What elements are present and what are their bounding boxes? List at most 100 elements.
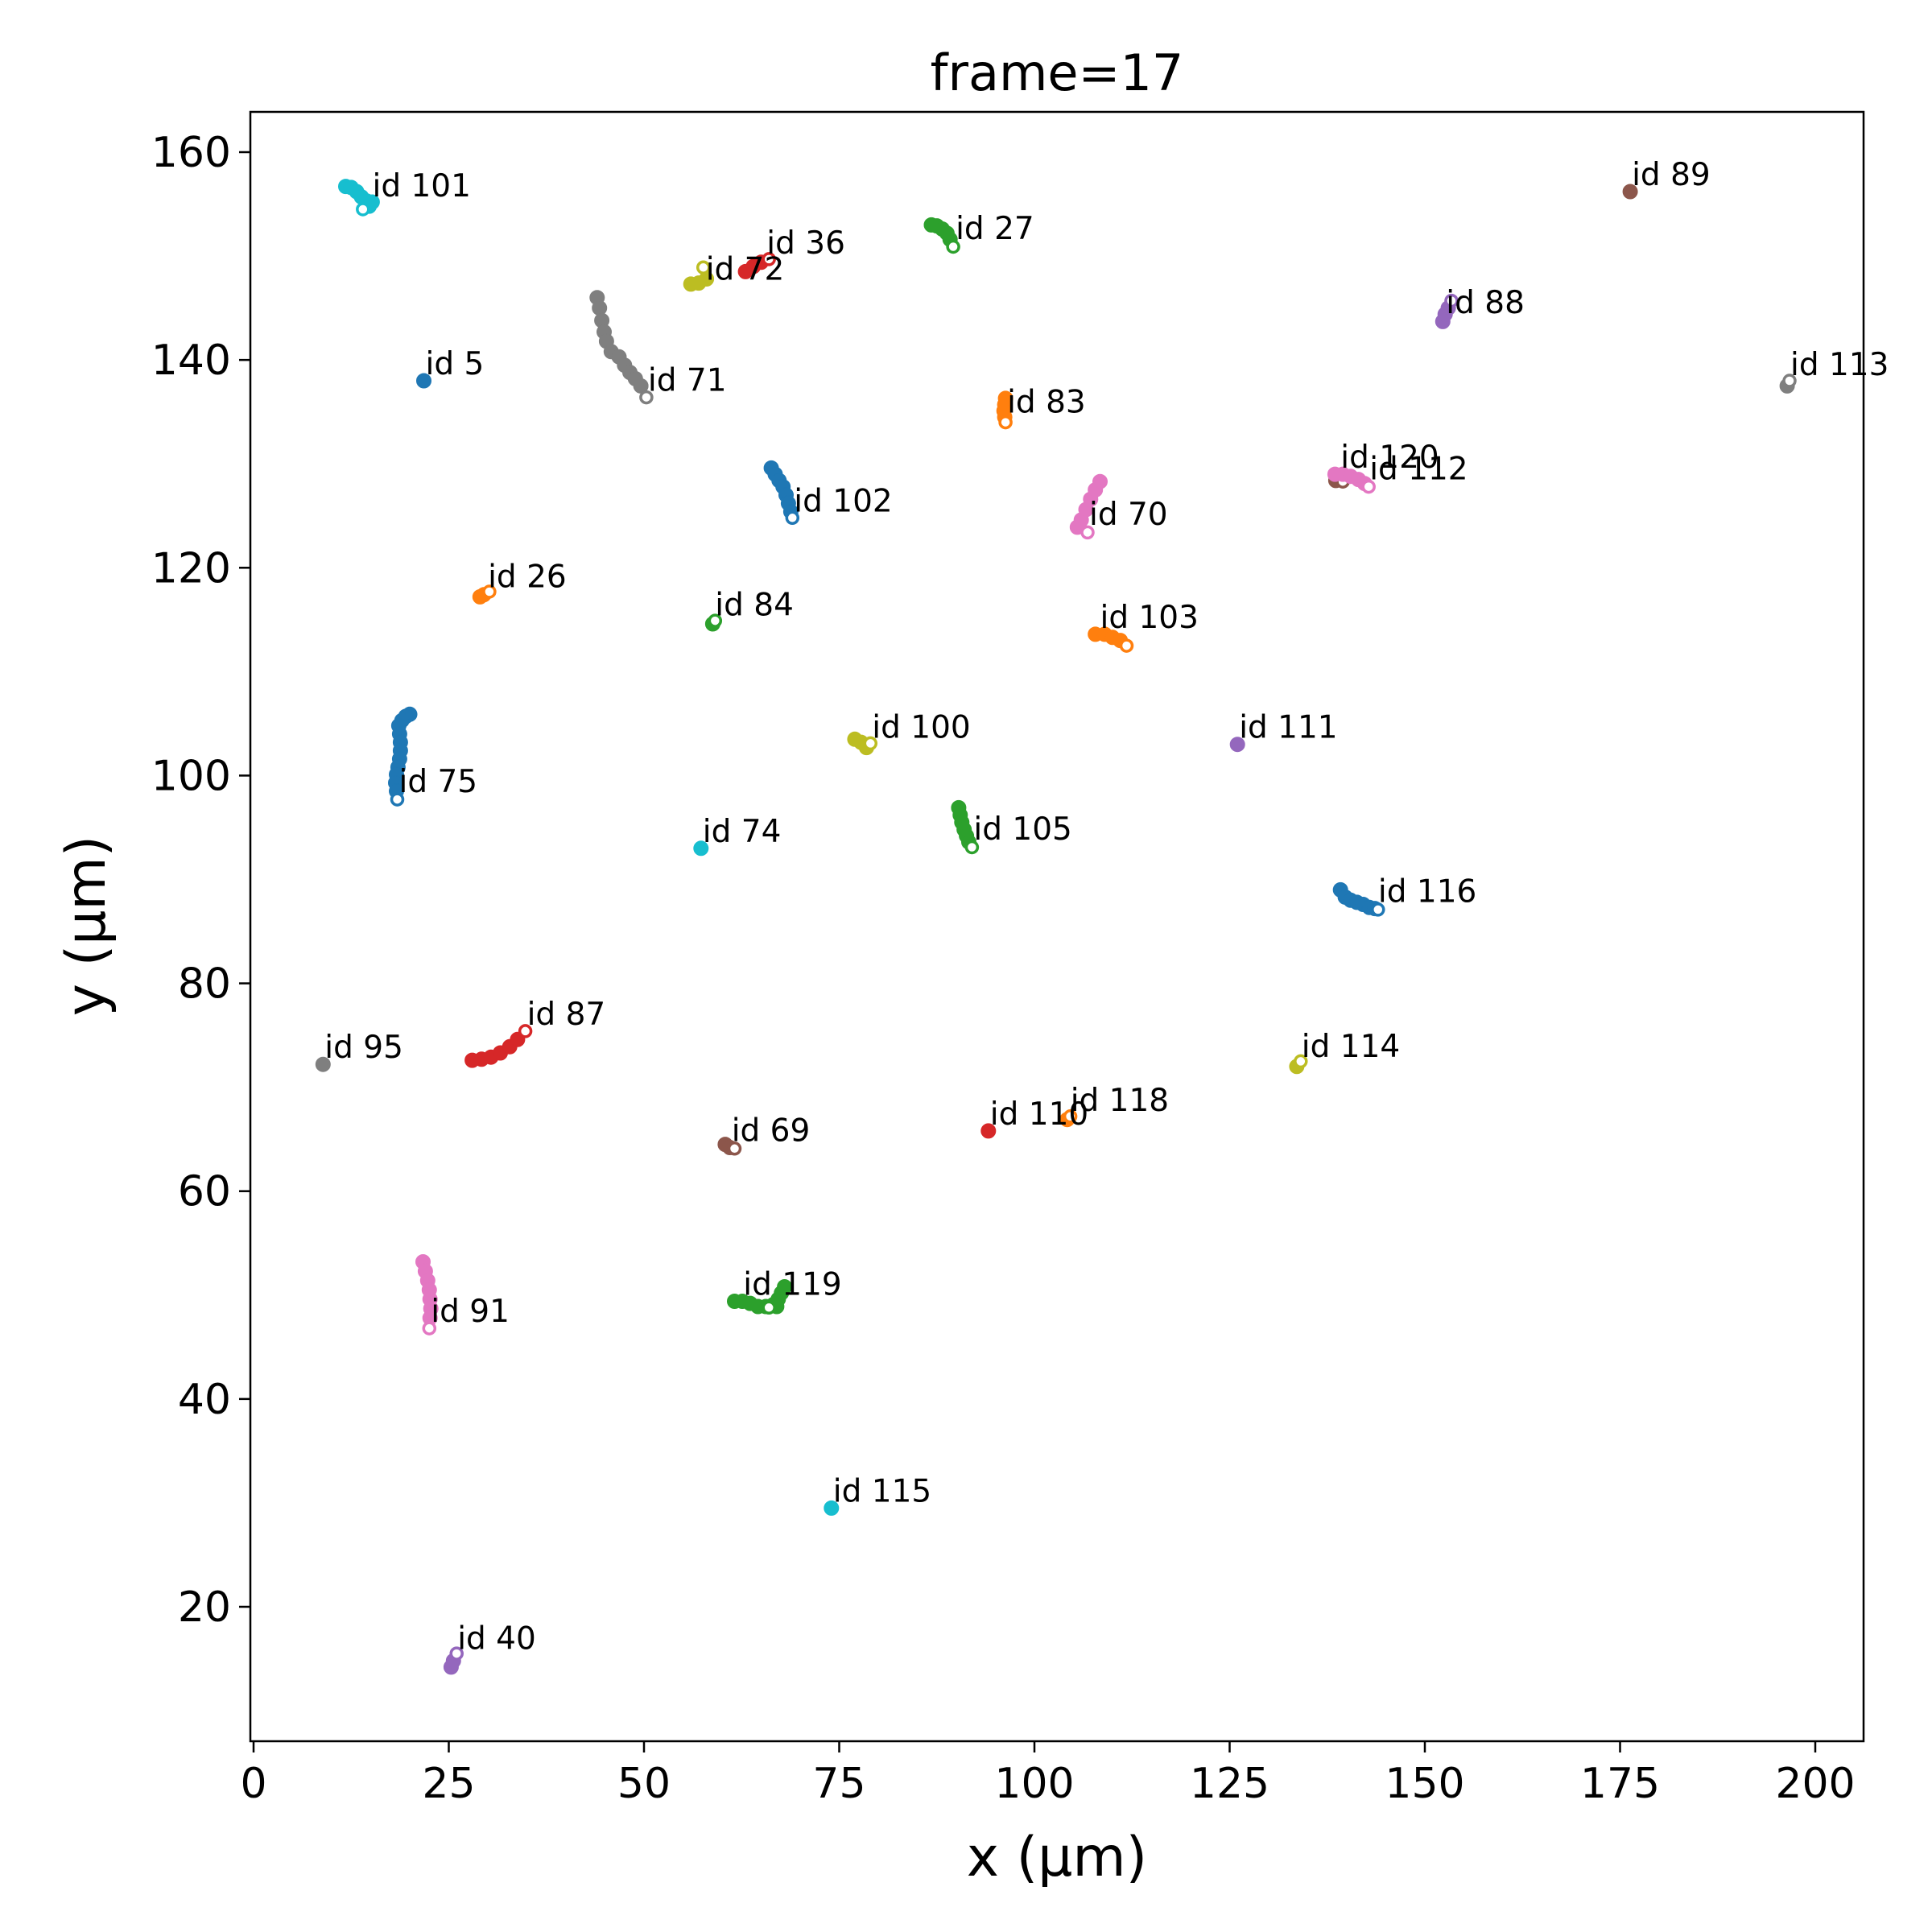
y-tick-label: 60 xyxy=(178,1168,231,1216)
trajectory-id-103 xyxy=(1088,626,1134,653)
trajectory-id-40 xyxy=(443,1646,464,1675)
x-tick-label: 0 xyxy=(240,1760,266,1808)
y-tick-label: 120 xyxy=(151,544,231,592)
trajectory-point xyxy=(1371,902,1385,917)
x-tick-label: 175 xyxy=(1580,1760,1660,1808)
trajectory-point xyxy=(693,840,709,857)
track-label: id 91 xyxy=(431,1294,510,1330)
trajectory-point xyxy=(762,252,776,266)
track-label: id 5 xyxy=(426,346,485,382)
track-label: id 88 xyxy=(1446,285,1525,321)
trajectory-id-84 xyxy=(704,613,723,632)
trajectory-marks xyxy=(315,179,1797,1675)
trajectory-point xyxy=(863,736,878,751)
trajectory-point xyxy=(1119,638,1134,653)
trajectory-point xyxy=(824,1500,840,1516)
trajectory-point xyxy=(592,300,608,316)
trajectory-point xyxy=(639,390,654,405)
trajectory-point xyxy=(1444,293,1459,308)
track-label: id 26 xyxy=(488,559,567,596)
trajectory-point xyxy=(1092,473,1108,489)
track-label: id 102 xyxy=(794,483,892,519)
track-label: id 75 xyxy=(399,764,478,800)
trajectory-id-110 xyxy=(980,1123,997,1139)
track-label: id 72 xyxy=(706,252,785,288)
trajectory-id-83 xyxy=(996,390,1013,430)
track-label: id 116 xyxy=(1378,874,1476,910)
track-label: id 100 xyxy=(872,710,970,746)
x-tick-label: 150 xyxy=(1385,1760,1464,1808)
trajectory-point xyxy=(777,1279,793,1294)
trajectory-id-91 xyxy=(415,1254,439,1335)
trajectory-point xyxy=(964,840,980,855)
track-label: id 27 xyxy=(956,211,1034,247)
trajectory-id-71 xyxy=(589,290,654,405)
trajectory-id-88 xyxy=(1435,293,1459,329)
trajectory-point xyxy=(449,1646,464,1661)
trajectory-id-74 xyxy=(693,840,709,857)
trajectory-point xyxy=(1294,1054,1308,1069)
trajectory-id-70 xyxy=(1069,473,1108,540)
track-label: id 111 xyxy=(1239,710,1337,746)
track-label: id 105 xyxy=(973,811,1071,848)
trajectory-point xyxy=(785,510,800,526)
y-tick-label: 20 xyxy=(178,1583,231,1632)
trajectory-point xyxy=(416,373,431,389)
y-axis-label: y (μm) xyxy=(55,836,118,1016)
x-tick-label: 75 xyxy=(812,1760,865,1808)
trajectory-point xyxy=(1229,737,1245,753)
trajectory-id-119 xyxy=(727,1279,793,1315)
trajectory-point xyxy=(980,1123,997,1139)
chart-title: frame=17 xyxy=(931,43,1184,102)
track-label: id 40 xyxy=(457,1621,536,1657)
trajectory-point xyxy=(422,1321,437,1335)
trajectory-id-69 xyxy=(717,1137,742,1156)
y-tick-label: 140 xyxy=(151,336,231,385)
track-label: id 89 xyxy=(1632,157,1711,193)
trajectory-point xyxy=(315,1056,331,1072)
trajectory-id-105 xyxy=(951,799,980,855)
track-label: id 114 xyxy=(1302,1029,1400,1065)
y-tick-label: 40 xyxy=(178,1376,231,1424)
trajectory-point xyxy=(762,1300,776,1315)
trajectory-id-89 xyxy=(1622,184,1638,200)
track-label: id 115 xyxy=(833,1473,931,1509)
track-label: id 84 xyxy=(715,587,794,623)
trajectory-point xyxy=(1782,374,1797,388)
x-tick-label: 100 xyxy=(994,1760,1074,1808)
track-label: id 101 xyxy=(373,168,471,204)
trajectory-id-72 xyxy=(683,260,715,292)
trajectory-point xyxy=(998,415,1013,430)
track-label: id 119 xyxy=(743,1267,841,1303)
x-axis-ticks: 0 25 50 75 100 125 150 175 200 xyxy=(240,1741,1856,1808)
track-label: id 118 xyxy=(1071,1083,1169,1119)
trajectory-id-75 xyxy=(388,706,418,807)
x-tick-label: 50 xyxy=(617,1760,671,1808)
trajectory-id-115 xyxy=(824,1500,840,1516)
trajectory-point xyxy=(1622,184,1638,200)
track-label: id 110 xyxy=(990,1096,1088,1133)
trajectory-point xyxy=(356,202,370,217)
track-label: id 87 xyxy=(527,997,606,1033)
x-axis-label: x (μm) xyxy=(967,1826,1147,1889)
track-label: id 74 xyxy=(703,814,782,850)
y-tick-label: 100 xyxy=(151,752,231,800)
plot-frame xyxy=(249,110,1865,1743)
trajectory-id-95 xyxy=(315,1056,331,1072)
trajectory-point xyxy=(518,1024,533,1038)
track-label: id 103 xyxy=(1100,600,1199,636)
trajectory-id-116 xyxy=(1332,881,1385,917)
trajectory-id-36 xyxy=(737,252,776,279)
trajectory-point xyxy=(1361,479,1376,494)
track-label: id 120 xyxy=(1340,440,1439,476)
y-tick-label: 80 xyxy=(178,960,231,1009)
trajectory-labels: id 5 id 26 id 27 id 36 id 40 id 69 id 70 id 71 i… xyxy=(324,157,1889,1657)
track-label: id 83 xyxy=(1007,385,1086,421)
trajectory-id-102 xyxy=(763,460,800,526)
y-tick-label: 160 xyxy=(151,129,231,177)
trajectory-point xyxy=(727,1141,742,1156)
trajectory-id-114 xyxy=(1289,1054,1308,1075)
trajectory-id-101 xyxy=(338,179,380,217)
x-tick-label: 125 xyxy=(1190,1760,1269,1808)
